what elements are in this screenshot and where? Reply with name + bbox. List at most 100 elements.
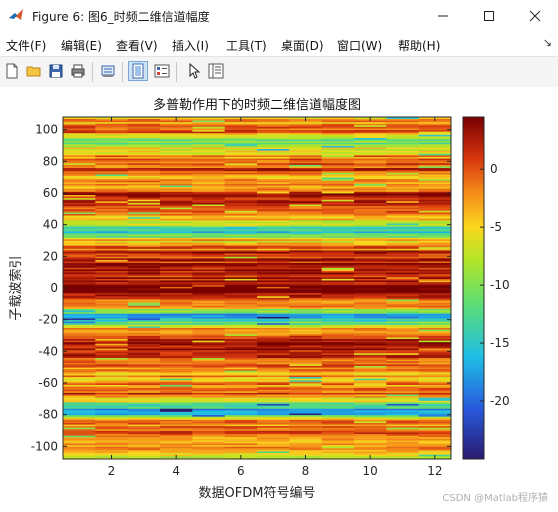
heatmap-cell bbox=[418, 417, 452, 420]
close-button[interactable] bbox=[512, 0, 558, 32]
heatmap-cell bbox=[160, 397, 193, 400]
heatmap-cell bbox=[386, 332, 420, 335]
open-file-button[interactable] bbox=[24, 61, 44, 81]
heatmap-cell bbox=[354, 421, 387, 423]
menu-edit[interactable]: 编辑(E) bbox=[61, 39, 102, 53]
minimize-button[interactable] bbox=[420, 0, 466, 32]
heatmap-cell bbox=[354, 299, 387, 302]
heatmap-cell bbox=[95, 313, 129, 316]
heatmap-cell bbox=[289, 226, 323, 229]
heatmap-cell bbox=[192, 256, 226, 259]
heatmap-cell bbox=[63, 311, 96, 314]
heatmap-cell bbox=[321, 295, 355, 298]
heatmap-cell bbox=[224, 340, 258, 343]
heatmap-cell bbox=[127, 257, 161, 260]
heatmap-cell bbox=[386, 231, 420, 233]
edit-plot-button[interactable] bbox=[206, 61, 226, 81]
menu-window[interactable]: 窗口(W) bbox=[337, 39, 383, 53]
heatmap-cell bbox=[63, 196, 96, 199]
heatmap-cell bbox=[257, 289, 290, 292]
heatmap-cell bbox=[95, 181, 129, 184]
heatmap-cell bbox=[192, 446, 226, 449]
heatmap-cell bbox=[95, 367, 129, 370]
heatmap-cell bbox=[192, 147, 226, 150]
heatmap-cell bbox=[192, 337, 226, 340]
colorbar-segment bbox=[463, 222, 484, 226]
heatmap-cell bbox=[386, 371, 420, 374]
heatmap-cell bbox=[95, 436, 129, 439]
heatmap-cell bbox=[257, 422, 290, 425]
menu-tools[interactable]: 工具(T) bbox=[226, 39, 267, 53]
heatmap-cell bbox=[386, 422, 420, 425]
heatmap-cell bbox=[192, 291, 226, 294]
save-button[interactable] bbox=[46, 61, 66, 81]
dock-figure-button[interactable] bbox=[128, 61, 148, 81]
toolbar-separator bbox=[176, 62, 177, 82]
heatmap-cell bbox=[224, 288, 258, 290]
heatmap-cell bbox=[418, 280, 452, 283]
heatmap-cell bbox=[289, 272, 323, 275]
heatmap-cell bbox=[224, 158, 258, 161]
heatmap-cell bbox=[321, 215, 355, 218]
heatmap-cell bbox=[224, 186, 258, 189]
heatmap-cell bbox=[257, 352, 290, 355]
heatmap-cell bbox=[418, 362, 452, 365]
heatmap-cell bbox=[257, 164, 290, 167]
menu-view[interactable]: 查看(V) bbox=[116, 39, 158, 53]
menu-overflow-icon[interactable]: ↘ bbox=[542, 36, 552, 49]
new-figure-button[interactable] bbox=[2, 61, 22, 81]
heatmap-cell bbox=[224, 378, 258, 381]
heatmap-cell bbox=[224, 305, 258, 308]
heatmap-cell bbox=[289, 229, 323, 232]
watermark: CSDN @Matlab程序猿 bbox=[442, 493, 548, 504]
heatmap-cell bbox=[321, 207, 355, 210]
heatmap-cell bbox=[127, 398, 161, 401]
heatmap-cell bbox=[257, 335, 290, 338]
pointer-button[interactable] bbox=[184, 61, 204, 81]
print-preview-button[interactable] bbox=[98, 61, 118, 81]
menu-file[interactable]: 文件(F) bbox=[6, 39, 47, 53]
heatmap-cell bbox=[321, 199, 355, 202]
heatmap-cell bbox=[289, 283, 323, 286]
heatmap-cell bbox=[192, 210, 226, 213]
heatmap-cell bbox=[95, 278, 129, 281]
heatmap-cell bbox=[257, 128, 290, 131]
menu-desktop[interactable]: 桌面(D) bbox=[281, 39, 324, 53]
heatmap-cell bbox=[192, 322, 226, 325]
heatmap-cell bbox=[95, 371, 129, 374]
menu-help[interactable]: 帮助(H) bbox=[398, 39, 441, 53]
heatmap-cell bbox=[192, 430, 226, 433]
heatmap-cell bbox=[63, 156, 96, 159]
heatmap-cell bbox=[127, 430, 161, 433]
heatmap-cell bbox=[354, 177, 387, 180]
heatmap-cell bbox=[321, 457, 355, 460]
heatmap-cell bbox=[257, 145, 290, 148]
heatmap-cell bbox=[127, 368, 161, 371]
heatmap-cell bbox=[127, 207, 161, 210]
heatmap-cell bbox=[192, 381, 226, 384]
heatmap-cell bbox=[192, 150, 226, 153]
heatmap-cell bbox=[321, 251, 355, 254]
save-icon bbox=[49, 64, 63, 78]
maximize-button[interactable] bbox=[466, 0, 512, 32]
heatmap-cell bbox=[192, 121, 226, 124]
heatmap-cell bbox=[63, 261, 96, 264]
property-inspector-button[interactable] bbox=[152, 61, 172, 81]
heatmap-cell bbox=[95, 403, 129, 406]
print-button[interactable] bbox=[68, 61, 88, 81]
heatmap-cell bbox=[386, 167, 420, 170]
heatmap-cell bbox=[224, 392, 258, 395]
heatmap-cell bbox=[192, 409, 226, 412]
heatmap-cell bbox=[257, 158, 290, 161]
menu-insert[interactable]: 插入(I) bbox=[172, 39, 209, 53]
heatmap-cell bbox=[63, 333, 96, 336]
heatmap-cell bbox=[386, 455, 420, 458]
heatmap-cell bbox=[289, 449, 323, 452]
heatmap-cell bbox=[160, 235, 193, 238]
heatmap-cell bbox=[160, 284, 193, 287]
heatmap-cell bbox=[63, 389, 96, 392]
heatmap-cell bbox=[257, 170, 290, 173]
heatmap-cell bbox=[224, 202, 258, 205]
heatmap-cell bbox=[95, 207, 129, 210]
heatmap-cell bbox=[95, 180, 129, 183]
